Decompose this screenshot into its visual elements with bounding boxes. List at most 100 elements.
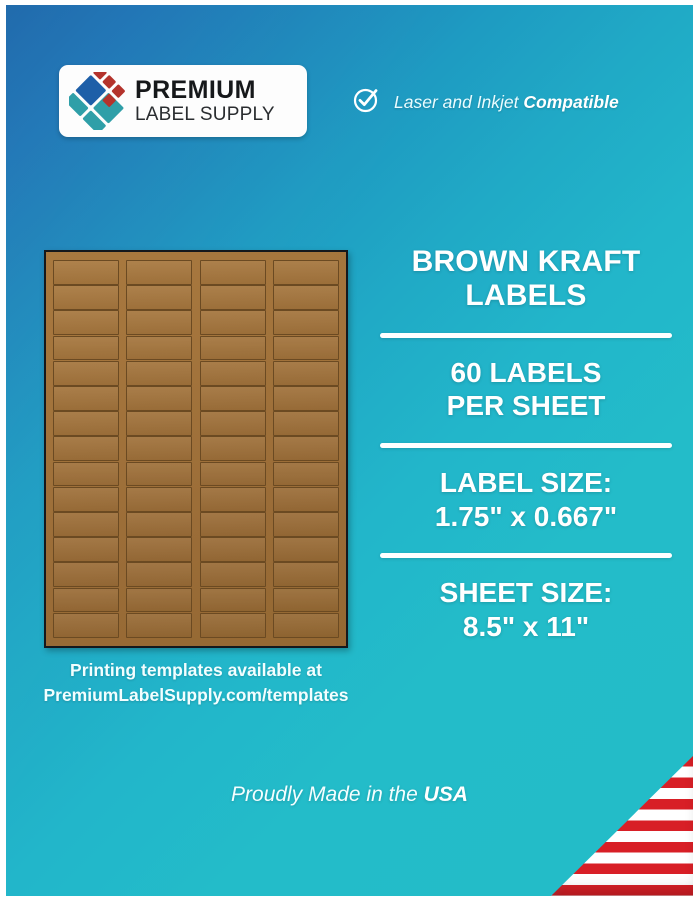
label-cell: [126, 486, 193, 512]
brand-name-secondary: LABEL SUPPLY: [135, 104, 275, 125]
compatibility-text-bold: Compatible: [523, 92, 619, 112]
templates-note-url: PremiumLabelSupply.com/templates: [43, 685, 349, 706]
label-cell: [199, 335, 266, 361]
label-cell: [199, 562, 266, 588]
product-title-line2: LABELS: [465, 278, 587, 312]
sheet-size-block: SHEET SIZE: 8.5" x 11": [378, 576, 674, 643]
label-cell: [273, 411, 339, 436]
label-cell: [126, 411, 193, 436]
label-cell: [273, 260, 339, 285]
label-cell: [53, 310, 119, 336]
label-sheet-preview: [44, 250, 348, 648]
label-cell: [126, 436, 193, 462]
label-cell: [199, 512, 266, 537]
label-cell: [53, 612, 119, 638]
check-circle-icon: [352, 86, 380, 119]
label-cell: [273, 436, 339, 462]
label-cell: [53, 587, 119, 613]
label-cell: [199, 612, 266, 638]
label-cell: [273, 512, 339, 537]
labels-per-sheet-suffix: PER SHEET: [446, 390, 606, 422]
label-cell: [273, 562, 339, 588]
label-cell: [126, 612, 193, 638]
label-cell: [273, 537, 339, 562]
label-cell: [273, 310, 339, 336]
templates-note: Printing templates available at PremiumL…: [0, 658, 392, 709]
label-cell: [273, 612, 339, 638]
label-grid: [53, 260, 339, 638]
label-cell: [199, 436, 266, 462]
label-cell: [273, 486, 339, 512]
label-cell: [199, 587, 266, 613]
label-column: [273, 260, 339, 638]
divider-rule-3: [380, 553, 672, 559]
label-cell: [53, 386, 119, 411]
label-cell: [199, 285, 266, 310]
label-cell: [126, 335, 193, 361]
label-cell: [199, 537, 266, 562]
made-in-usa-text: Proudly Made in the USA: [0, 783, 699, 807]
product-title: BROWN KRAFT LABELS: [378, 245, 674, 313]
label-cell: [199, 260, 266, 285]
label-cell: [126, 512, 193, 537]
divider-rule-2: [380, 442, 672, 448]
product-info-column: BROWN KRAFT LABELS 60 LABELS PER SHEET L…: [378, 245, 674, 643]
label-cell: [53, 260, 119, 285]
label-cell: [199, 360, 266, 386]
label-cell: [199, 486, 266, 512]
label-cell: [126, 386, 193, 411]
background-gradient-panel: [6, 5, 693, 896]
label-cell: [53, 335, 119, 361]
label-cell: [126, 587, 193, 613]
label-cell: [273, 335, 339, 361]
label-size-block: LABEL SIZE: 1.75" x 0.667": [378, 466, 674, 533]
compatibility-callout: Laser and Inkjet Compatible: [352, 86, 619, 119]
label-cell: [126, 360, 193, 386]
label-column: [53, 260, 119, 638]
label-cell: [53, 486, 119, 512]
brand-name-primary: PREMIUM: [135, 76, 256, 104]
label-size-heading: LABEL SIZE:: [439, 466, 613, 498]
label-cell: [199, 461, 266, 487]
made-in-usa-bold: USA: [423, 783, 468, 806]
brand-logo-badge: PREMIUM LABEL SUPPLY: [59, 65, 307, 137]
label-column: [199, 260, 266, 638]
labels-per-sheet-count: 60 LABELS: [450, 356, 602, 388]
label-cell: [273, 461, 339, 487]
label-cell: [126, 260, 193, 285]
sheet-size-heading: SHEET SIZE:: [439, 577, 613, 609]
sheet-size-value: 8.5" x 11": [462, 610, 590, 642]
label-cell: [53, 537, 119, 562]
product-title-line1: BROWN KRAFT: [411, 245, 641, 278]
label-cell: [273, 360, 339, 386]
diamond-tiles-logo-icon: [65, 66, 131, 134]
label-cell: [199, 386, 266, 411]
labels-per-sheet-block: 60 LABELS PER SHEET: [378, 356, 674, 423]
label-cell: [273, 587, 339, 613]
label-cell: [126, 285, 193, 310]
label-cell: [273, 285, 339, 310]
label-cell: [199, 411, 266, 436]
label-cell: [53, 436, 119, 462]
label-cell: [126, 537, 193, 562]
made-in-usa-regular: Proudly Made in the: [231, 783, 424, 806]
label-cell: [273, 386, 339, 411]
compatibility-text-regular: Laser and Inkjet: [394, 92, 524, 112]
divider-rule-1: [380, 332, 672, 338]
label-cell: [53, 411, 119, 436]
label-cell: [126, 562, 193, 588]
compatibility-text: Laser and Inkjet Compatible: [394, 92, 619, 113]
label-cell: [199, 310, 266, 336]
label-cell: [126, 461, 193, 487]
label-cell: [53, 285, 119, 310]
label-cell: [53, 461, 119, 487]
label-cell: [126, 310, 193, 336]
label-cell: [53, 562, 119, 588]
label-column: [126, 260, 193, 638]
templates-note-line1: Printing templates available at: [70, 660, 322, 680]
label-size-value: 1.75" x 0.667": [434, 500, 618, 532]
label-cell: [53, 512, 119, 537]
brand-wordmark: PREMIUM LABEL SUPPLY: [135, 76, 275, 125]
label-cell: [53, 360, 119, 386]
